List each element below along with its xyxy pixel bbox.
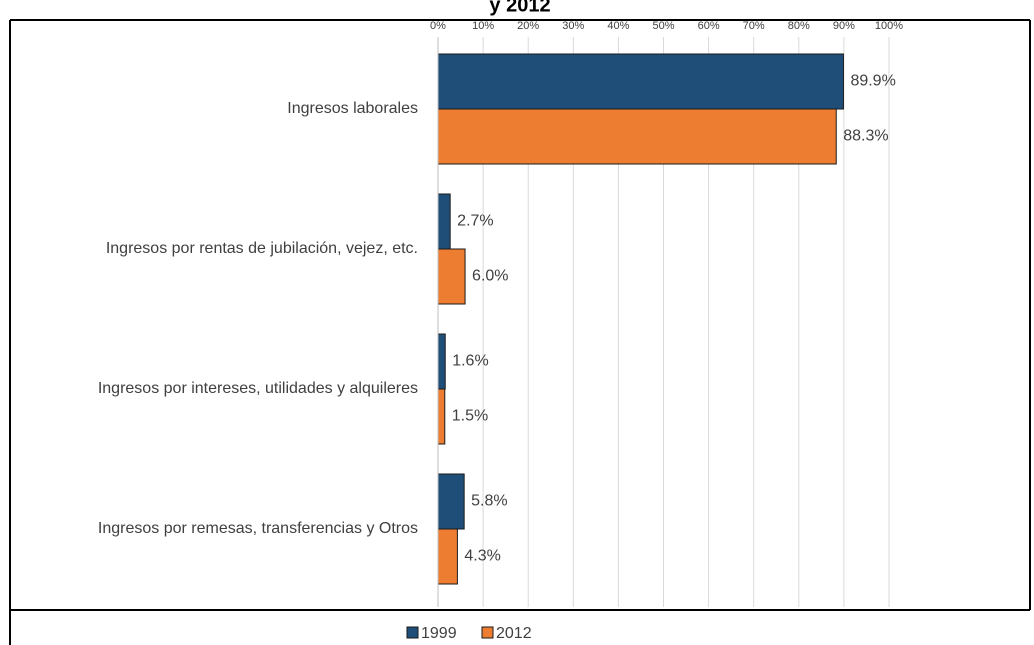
bar bbox=[437, 108, 837, 165]
x-tick-label: 70% bbox=[743, 20, 765, 32]
value-label: 1.5% bbox=[452, 408, 488, 425]
bar bbox=[437, 53, 844, 110]
legend-swatch bbox=[481, 626, 494, 639]
x-tick-label: 50% bbox=[652, 20, 674, 32]
bar bbox=[437, 528, 458, 585]
value-label: 6.0% bbox=[472, 268, 508, 285]
x-tick-label: 10% bbox=[472, 20, 494, 32]
bar bbox=[437, 248, 466, 305]
value-label: 1.6% bbox=[452, 353, 488, 370]
legend-swatch bbox=[406, 626, 419, 639]
chart-title: y 2012 bbox=[489, 0, 550, 16]
x-tick-label: 0% bbox=[430, 20, 446, 32]
value-label: 2.7% bbox=[457, 213, 493, 230]
x-tick-label: 60% bbox=[698, 20, 720, 32]
legend-label: 1999 bbox=[421, 625, 457, 642]
value-label: 5.8% bbox=[471, 493, 507, 510]
legend-label: 2012 bbox=[496, 625, 532, 642]
x-tick-label: 40% bbox=[607, 20, 629, 32]
bar bbox=[437, 388, 446, 445]
y-tick-label: Ingresos por rentas de jubilación, vejez… bbox=[106, 240, 418, 257]
x-tick-label: 20% bbox=[517, 20, 539, 32]
bar bbox=[437, 473, 465, 530]
bar bbox=[437, 193, 451, 250]
bar bbox=[437, 333, 446, 390]
x-tick-label: 90% bbox=[833, 20, 855, 32]
y-tick-label: Ingresos por intereses, utilidades y alq… bbox=[98, 380, 418, 397]
value-label: 88.3% bbox=[843, 128, 888, 145]
x-tick-label: 80% bbox=[788, 20, 810, 32]
value-label: 4.3% bbox=[464, 548, 500, 565]
value-label: 89.9% bbox=[850, 73, 895, 90]
x-tick-label: 100% bbox=[875, 20, 903, 32]
y-tick-label: Ingresos laborales bbox=[287, 100, 418, 117]
x-tick-label: 30% bbox=[562, 20, 584, 32]
y-tick-label: Ingresos por remesas, transferencias y O… bbox=[98, 520, 418, 537]
